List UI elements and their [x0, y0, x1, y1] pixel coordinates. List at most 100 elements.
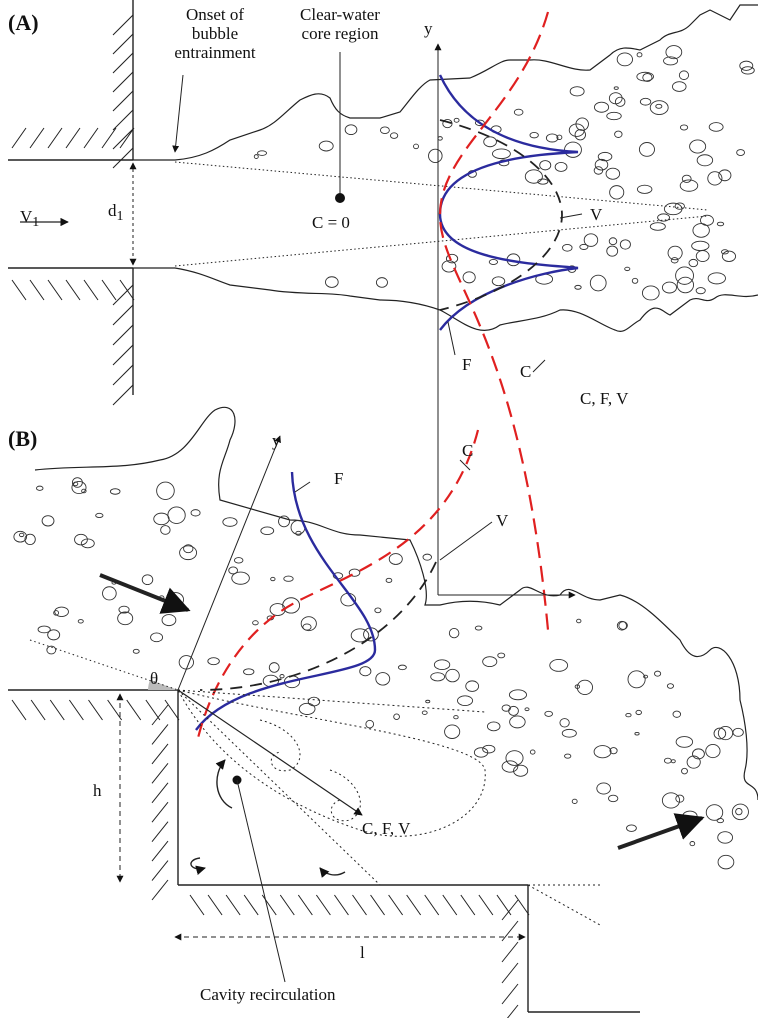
curve-f — [196, 472, 375, 730]
hatch — [502, 921, 518, 941]
curve-f-label: F — [462, 355, 471, 374]
bubble — [254, 155, 258, 159]
curve-f — [440, 75, 578, 330]
bubble — [510, 716, 526, 728]
hatch — [113, 129, 133, 149]
bubble — [625, 267, 630, 270]
angle-label: θ — [150, 669, 158, 688]
bubble — [466, 681, 479, 692]
axis-x-label: C, F, V — [580, 389, 629, 408]
bubble — [608, 795, 617, 802]
bubble — [696, 251, 709, 262]
hatch — [262, 895, 276, 915]
axis-y-label: y — [424, 19, 433, 38]
bubble — [279, 516, 290, 527]
bubble — [454, 118, 459, 122]
bubble — [449, 628, 459, 637]
bubble — [422, 711, 427, 715]
bubble — [498, 653, 505, 658]
bubble — [540, 161, 551, 170]
hatch — [12, 700, 26, 720]
hatch — [165, 700, 179, 720]
bubble — [671, 760, 675, 763]
bubble — [133, 649, 139, 653]
bubble — [489, 259, 497, 264]
bubble — [308, 697, 319, 706]
inflow-label: V1 — [20, 207, 39, 230]
hatch — [84, 128, 98, 148]
bubble — [650, 101, 668, 115]
bubble — [584, 234, 598, 247]
hatch — [280, 895, 294, 915]
bubble — [445, 725, 460, 739]
bubble — [607, 112, 622, 119]
bubble — [483, 745, 495, 753]
core-label: Clear-watercore region — [300, 5, 380, 43]
bubble — [269, 663, 279, 673]
bubble — [162, 615, 176, 626]
hatch — [66, 280, 80, 300]
cavity-length-label: l — [360, 943, 365, 962]
hatch — [316, 895, 330, 915]
bubble — [654, 671, 660, 676]
bubble — [271, 577, 275, 580]
leader — [295, 482, 310, 492]
bubble — [594, 746, 611, 758]
bubble — [161, 526, 170, 535]
bubble — [718, 832, 733, 844]
bubble — [594, 102, 608, 112]
core-value: C = 0 — [312, 213, 350, 232]
probe-arrow — [178, 690, 362, 815]
hatch — [515, 895, 529, 915]
bubble — [639, 142, 654, 156]
hatch — [502, 963, 518, 983]
bubble — [509, 690, 526, 700]
bubble — [208, 658, 220, 665]
bubble — [609, 238, 616, 245]
bubble — [280, 675, 284, 678]
bubble — [570, 87, 584, 96]
hatch — [12, 280, 26, 300]
hatch — [152, 763, 168, 783]
flow-arrow — [618, 818, 702, 848]
hatch — [152, 744, 168, 764]
bubble — [525, 170, 542, 183]
figure: (A) Onset ofbubbleentrainment Clear-wate… — [0, 0, 758, 1018]
hatch — [334, 895, 348, 915]
bubble — [492, 149, 510, 159]
bubble — [319, 141, 333, 151]
page: (A) Onset ofbubbleentrainment Clear-wate… — [0, 0, 758, 1018]
bubble — [650, 223, 665, 231]
probe-label: C, F, V — [362, 819, 411, 838]
bubble — [666, 46, 682, 59]
curve-c-label: C — [520, 362, 531, 381]
hatch — [113, 385, 133, 405]
bubble — [627, 825, 637, 832]
hatch — [152, 822, 168, 842]
cavity-label: Cavity recirculation — [200, 985, 336, 1004]
bubble — [628, 671, 645, 688]
bubble — [664, 758, 671, 763]
bubble — [375, 608, 381, 613]
bubble — [234, 558, 243, 564]
bubble — [620, 240, 630, 249]
bubble — [632, 278, 638, 283]
bubble — [565, 142, 582, 157]
recirculation-arrow — [217, 760, 232, 808]
bubble — [680, 125, 687, 130]
bubble — [656, 104, 662, 108]
bubble — [42, 516, 54, 526]
bubble — [394, 714, 400, 720]
hatch — [66, 128, 80, 148]
bubble — [154, 513, 169, 525]
bubble — [506, 751, 523, 766]
bubble — [722, 251, 735, 261]
hatch — [30, 280, 44, 300]
symbol: V — [20, 207, 33, 226]
hatch — [120, 280, 134, 300]
bubble — [740, 61, 753, 70]
hatch — [113, 365, 133, 385]
bubble — [423, 554, 432, 560]
bubble — [682, 768, 688, 774]
hatch — [443, 895, 457, 915]
